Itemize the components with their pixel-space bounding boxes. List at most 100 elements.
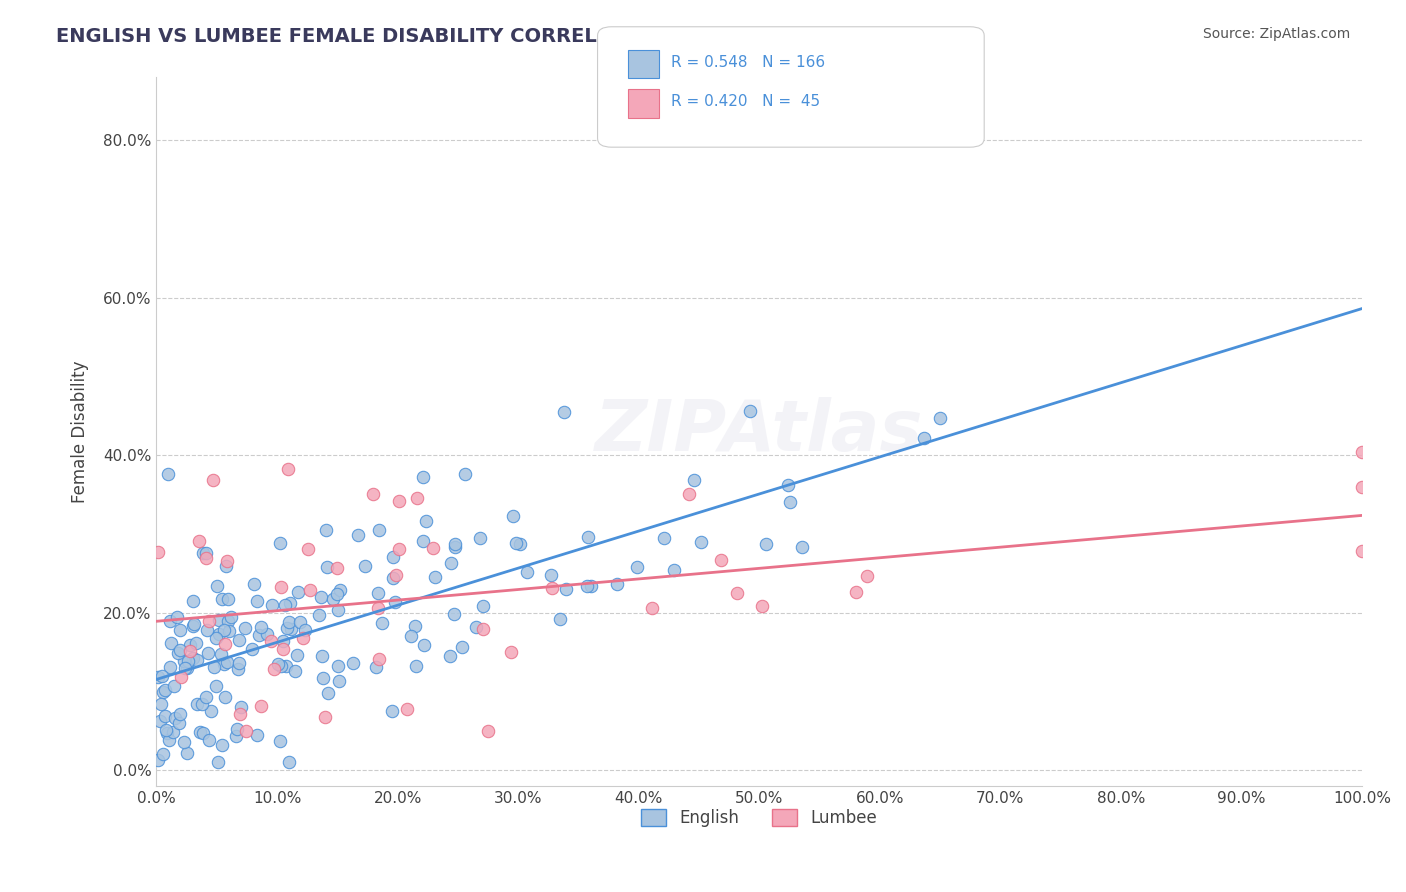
Point: [159, 614, 181, 628]
Point: [440, 556, 463, 570]
Point: [298, 582, 321, 597]
Point: [641, 601, 664, 615]
Point: [162, 725, 184, 739]
Point: [395, 702, 418, 716]
Point: [329, 582, 352, 597]
Point: [194, 546, 217, 560]
Point: [270, 580, 292, 594]
Point: [225, 722, 247, 736]
Point: [240, 641, 263, 656]
Point: [328, 673, 350, 688]
Point: [291, 631, 314, 645]
Point: [173, 661, 195, 675]
Point: [477, 723, 499, 738]
Point: [170, 670, 193, 684]
Point: [211, 592, 233, 607]
Point: [322, 592, 344, 607]
Point: [502, 509, 524, 524]
Point: [165, 711, 187, 725]
Point: [179, 644, 201, 658]
Point: [579, 579, 602, 593]
Point: [269, 734, 291, 748]
Point: [207, 755, 229, 769]
Point: [217, 614, 239, 628]
Point: [249, 699, 271, 714]
Point: [422, 541, 444, 555]
Point: [250, 619, 273, 633]
Point: [297, 541, 319, 556]
Point: [280, 623, 302, 637]
Point: [516, 566, 538, 580]
Point: [191, 697, 214, 711]
Y-axis label: Female Disability: Female Disability: [72, 360, 89, 503]
Point: [153, 708, 176, 723]
Text: R = 0.548   N = 166: R = 0.548 N = 166: [671, 55, 825, 70]
Point: [183, 616, 205, 631]
Point: [198, 732, 221, 747]
Point: [195, 624, 218, 638]
Point: [326, 659, 349, 673]
Point: [278, 596, 301, 610]
Point: [166, 610, 188, 624]
Point: [294, 624, 316, 638]
Point: [471, 599, 494, 613]
Point: [347, 528, 370, 542]
Point: [413, 638, 436, 652]
Point: [277, 462, 299, 476]
Point: [200, 704, 222, 718]
Point: [626, 560, 648, 574]
Text: ENGLISH VS LUMBEE FEMALE DISABILITY CORRELATION CHART: ENGLISH VS LUMBEE FEMALE DISABILITY CORR…: [56, 27, 744, 45]
Point: [228, 632, 250, 647]
Point: [269, 535, 291, 549]
Point: [312, 671, 335, 685]
Point: [388, 542, 411, 557]
Point: [157, 467, 180, 482]
Point: [235, 621, 257, 635]
Point: [150, 668, 173, 682]
Point: [146, 545, 169, 559]
Point: [404, 619, 426, 633]
Point: [218, 624, 240, 639]
Point: [710, 553, 733, 567]
Point: [382, 550, 405, 565]
Point: [751, 599, 773, 613]
Point: [439, 648, 461, 663]
Point: [664, 563, 686, 577]
Point: [315, 523, 337, 537]
Point: [169, 707, 191, 722]
Point: [342, 656, 364, 670]
Point: [287, 585, 309, 599]
Point: [228, 656, 250, 670]
Point: [243, 577, 266, 591]
Point: [217, 592, 239, 607]
Point: [778, 478, 800, 492]
Point: [367, 601, 389, 615]
Point: [1351, 445, 1374, 459]
Point: [205, 679, 228, 693]
Point: [316, 686, 339, 700]
Point: [246, 594, 269, 608]
Point: [368, 524, 391, 538]
Point: [856, 569, 879, 583]
Point: [176, 661, 198, 675]
Point: [845, 585, 868, 599]
Point: [738, 404, 761, 418]
Point: [160, 636, 183, 650]
Point: [423, 569, 446, 583]
Point: [225, 729, 247, 743]
Point: [219, 610, 242, 624]
Point: [314, 710, 336, 724]
Point: [155, 723, 177, 737]
Point: [179, 639, 201, 653]
Point: [256, 626, 278, 640]
Point: [274, 599, 297, 613]
Point: [384, 595, 406, 609]
Point: [472, 622, 495, 636]
Point: [166, 646, 188, 660]
Point: [260, 598, 283, 612]
Point: [381, 571, 404, 585]
Point: [606, 576, 628, 591]
Point: [208, 627, 231, 641]
Point: [309, 590, 332, 604]
Text: ZIPAtlas: ZIPAtlas: [595, 397, 924, 467]
